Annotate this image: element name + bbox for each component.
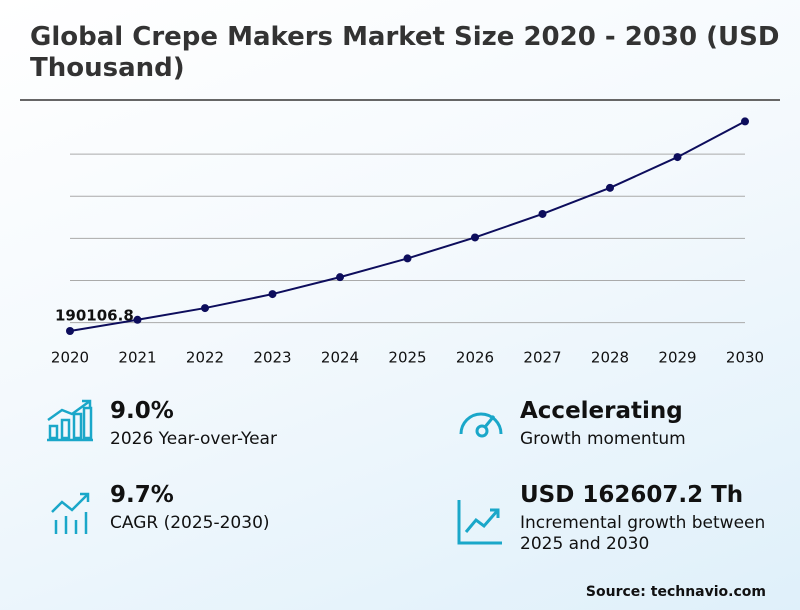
- x-tick-label: 2026: [456, 349, 494, 367]
- cagr-icon: [51, 492, 90, 534]
- incremental-icon: [457, 500, 502, 545]
- point: [403, 254, 412, 263]
- gauge-icon: [459, 412, 503, 438]
- point: [673, 153, 682, 162]
- x-tick-label: 2023: [253, 349, 291, 367]
- chart-title: Global Crepe Makers Market Size 2020 - 2…: [30, 22, 780, 83]
- kpi: Accelerating Growth momentum: [520, 397, 686, 450]
- point: [741, 117, 749, 126]
- bar-growth-icon: [47, 399, 93, 442]
- x-tick-label: 2022: [186, 349, 224, 367]
- point: [133, 315, 142, 324]
- kpi: 9.7% CAGR (2025-2030): [110, 481, 270, 534]
- point: [268, 290, 277, 299]
- kpi-value: 9.7%: [110, 482, 174, 508]
- x-tick-label: 2025: [388, 349, 426, 367]
- data-label: 190106.8: [55, 306, 134, 324]
- kpi-value: USD 162607.2 Th: [520, 482, 744, 508]
- kpi-value: Accelerating: [520, 398, 683, 424]
- kpi-label: Incremental growth between 2025 and 2030: [520, 513, 766, 554]
- x-tick-label: 2029: [658, 349, 696, 367]
- x-tick-label: 2030: [726, 349, 764, 367]
- x-tick-label: 2027: [523, 349, 561, 367]
- kpi-label: 2026 Year-over-Year: [110, 429, 277, 449]
- kpi: USD 162607.2 Th Incremental growth betwe…: [520, 481, 790, 555]
- title-rule: [20, 99, 780, 101]
- point: [201, 304, 209, 313]
- x-tick-label: 2028: [591, 349, 629, 367]
- x-tick-label: 2021: [118, 349, 156, 367]
- point: [606, 183, 614, 192]
- kpi-label: Growth momentum: [520, 429, 686, 449]
- point: [538, 209, 547, 218]
- source: Source: technavio.com: [585, 584, 766, 600]
- kpi-label: CAGR (2025-2030): [110, 513, 270, 533]
- x-tick-label: 2024: [321, 349, 359, 367]
- kpi: 9.0% 2026 Year-over-Year: [110, 397, 277, 450]
- x-tick-label: 2020: [51, 349, 89, 367]
- point: [336, 273, 344, 282]
- line: [69, 120, 746, 332]
- chart: 2020 2021 2022 2023 2024 2025 2026 2027 2028 2029…: [51, 117, 764, 367]
- point: [66, 326, 74, 335]
- point: [471, 233, 479, 242]
- kpi-value: 9.0%: [110, 398, 174, 424]
